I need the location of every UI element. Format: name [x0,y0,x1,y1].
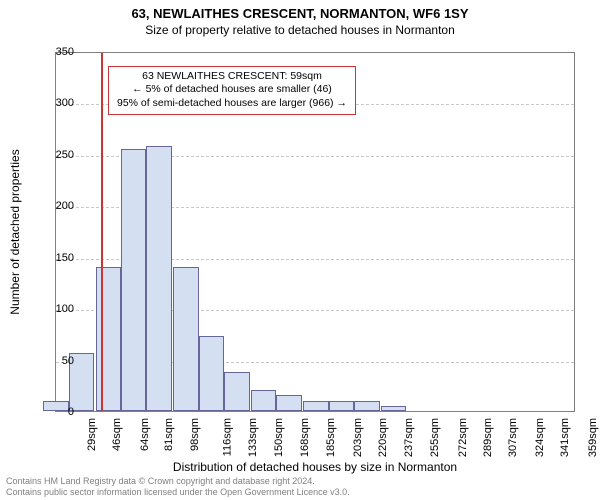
annotation-box: 63 NEWLAITHES CRESCENT: 59sqm← 5% of det… [108,66,356,115]
histogram-bar [173,267,198,411]
xtick-label: 220sqm [378,418,390,457]
xtick-label: 150sqm [273,418,285,457]
ytick-label: 300 [44,97,74,109]
chart-container: 63, NEWLAITHES CRESCENT, NORMANTON, WF6 … [0,0,600,500]
xtick-label: 98sqm [189,418,201,451]
xtick-label: 307sqm [508,418,520,457]
xtick-label: 185sqm [325,418,337,457]
ytick-label: 200 [44,200,74,212]
histogram-bar [276,395,301,411]
histogram-bar [329,401,354,411]
footer-line2: Contains public sector information licen… [6,487,350,498]
annotation-line: 95% of semi-detached houses are larger (… [117,97,347,111]
xtick-label: 341sqm [560,418,572,457]
histogram-bar [303,401,328,411]
xtick-label: 168sqm [300,418,312,457]
xtick-label: 203sqm [352,418,364,457]
xtick-label: 81sqm [164,418,176,451]
xtick-label: 133sqm [248,418,260,457]
histogram-bar [354,401,379,411]
histogram-bar [121,149,146,411]
ytick-label: 150 [44,252,74,264]
xtick-label: 272sqm [457,418,469,457]
xtick-label: 29sqm [86,418,98,451]
xtick-label: 116sqm [221,418,233,456]
annotation-line: 63 NEWLAITHES CRESCENT: 59sqm [117,70,347,84]
chart-area: 63 NEWLAITHES CRESCENT: 59sqm← 5% of det… [55,52,575,412]
ytick-label: 350 [44,46,74,58]
xtick-label: 46sqm [112,418,124,451]
histogram-bar [224,372,249,411]
xtick-label: 359sqm [587,418,599,457]
xtick-label: 237sqm [403,418,415,457]
x-axis-label: Distribution of detached houses by size … [55,460,575,474]
xtick-label: 64sqm [139,418,151,451]
histogram-bar [146,146,171,411]
ytick-label: 0 [44,406,74,418]
title-line2: Size of property relative to detached ho… [0,21,600,37]
histogram-bar [381,406,406,411]
footer-attribution: Contains HM Land Registry data © Crown c… [6,476,350,498]
histogram-bar [251,390,276,411]
histogram-bar [199,336,224,411]
ytick-label: 50 [44,355,74,367]
histogram-bar [96,267,121,411]
footer-line1: Contains HM Land Registry data © Crown c… [6,476,350,487]
xtick-label: 289sqm [482,418,494,457]
ytick-label: 100 [44,303,74,315]
y-axis-label: Number of detached properties [8,52,22,412]
xtick-label: 255sqm [430,418,442,457]
title-line1: 63, NEWLAITHES CRESCENT, NORMANTON, WF6 … [0,0,600,21]
xtick-label: 324sqm [534,418,546,457]
annotation-line: ← 5% of detached houses are smaller (46) [117,83,347,97]
reference-line [101,53,103,411]
plot-region: 63 NEWLAITHES CRESCENT: 59sqm← 5% of det… [55,52,575,412]
ytick-label: 250 [44,149,74,161]
